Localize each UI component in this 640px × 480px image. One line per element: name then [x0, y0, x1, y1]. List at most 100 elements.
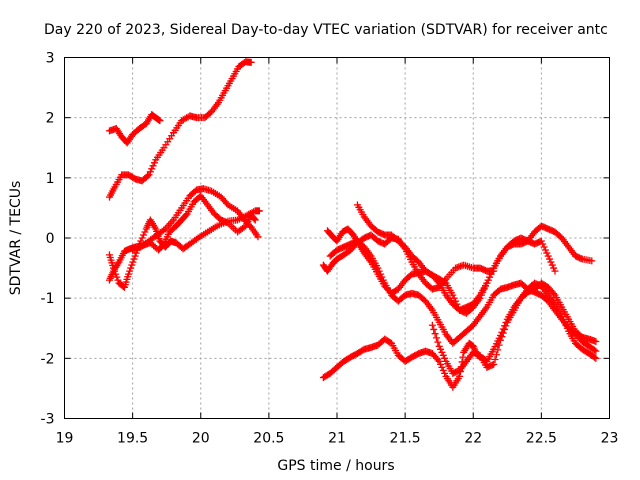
data-point-marker — [450, 294, 458, 302]
data-point-marker — [379, 276, 387, 284]
data-point-marker — [498, 333, 506, 341]
y-tick-label: 3 — [46, 51, 55, 67]
data-point-marker — [563, 324, 571, 332]
x-tick-label: 19.5 — [117, 431, 148, 447]
series-arc-b3 — [353, 201, 596, 317]
data-point-marker — [159, 241, 167, 249]
data-points — [105, 58, 600, 391]
data-point-marker — [138, 234, 146, 242]
x-axis-label: GPS time / hours — [277, 458, 394, 474]
x-tick-label: 19 — [56, 431, 74, 447]
data-point-marker — [439, 351, 447, 359]
y-axis-label: SDTVAR / TECUs — [8, 181, 24, 296]
data-point-marker — [543, 249, 551, 257]
x-tick-label: 20 — [192, 431, 210, 447]
data-point-marker — [434, 338, 442, 346]
data-point-marker — [144, 172, 152, 180]
data-point-marker — [131, 252, 139, 260]
data-point-marker — [435, 357, 443, 365]
series-arc-a5 — [129, 185, 262, 254]
data-point-marker — [438, 363, 446, 371]
data-point-marker — [251, 216, 259, 224]
data-point-marker — [454, 303, 462, 311]
data-point-marker — [150, 159, 158, 167]
data-point-marker — [537, 237, 545, 245]
data-point-marker — [591, 346, 599, 354]
data-point-marker — [437, 360, 445, 368]
data-point-marker — [431, 330, 439, 338]
y-tick-label: -1 — [41, 291, 55, 307]
x-tick-label: 21.5 — [390, 431, 421, 447]
data-point-marker — [125, 270, 133, 278]
data-point-marker — [544, 252, 552, 260]
data-point-marker — [247, 58, 255, 66]
data-point-marker — [547, 258, 555, 266]
data-point-marker — [494, 346, 502, 354]
data-point-marker — [476, 294, 484, 302]
x-tick-label: 23 — [601, 431, 619, 447]
data-point-marker — [254, 233, 262, 241]
data-point-marker — [250, 215, 258, 223]
data-point-marker — [129, 258, 137, 266]
data-point-marker — [453, 300, 461, 308]
data-point-marker — [486, 273, 494, 281]
data-point-marker — [551, 267, 559, 275]
data-point-marker — [432, 334, 440, 342]
series-arc-b6 — [428, 279, 600, 377]
data-point-marker — [550, 290, 558, 298]
data-point-marker — [130, 255, 138, 263]
series-arc-a4 — [105, 192, 259, 284]
data-point-marker — [160, 226, 168, 234]
y-tick-label: -2 — [41, 351, 55, 367]
y-tick-label: 2 — [46, 111, 55, 127]
y-tick-label: 1 — [46, 171, 55, 187]
data-point-marker — [149, 162, 157, 170]
data-point-marker — [114, 276, 122, 284]
data-point-marker — [127, 264, 135, 272]
data-point-marker — [126, 267, 134, 275]
data-point-marker — [499, 329, 507, 337]
data-point-marker — [550, 264, 558, 272]
data-point-marker — [434, 356, 442, 364]
data-point-marker — [480, 285, 488, 293]
data-point-marker — [487, 270, 495, 278]
data-point-marker — [502, 322, 510, 330]
x-tick-label: 21 — [328, 431, 346, 447]
data-point-marker — [490, 360, 498, 368]
data-point-marker — [141, 228, 149, 236]
x-tick-label: 20.5 — [253, 431, 284, 447]
series-arc-b1 — [319, 231, 498, 293]
data-point-marker — [192, 235, 200, 243]
data-point-marker — [588, 257, 596, 265]
y-tick-label: -3 — [41, 412, 55, 428]
data-point-marker — [491, 356, 499, 364]
data-point-marker — [561, 318, 569, 326]
chart-title: Day 220 of 2023, Sidereal Day-to-day VTE… — [44, 22, 608, 38]
data-point-marker — [539, 240, 547, 248]
data-point-marker — [479, 288, 487, 296]
series-arc-a1 — [105, 111, 164, 147]
data-point-marker — [592, 354, 600, 362]
series-arc-a2 — [105, 58, 255, 201]
data-point-marker — [156, 117, 164, 125]
data-point-marker — [140, 231, 148, 239]
data-point-marker — [501, 325, 509, 333]
data-point-marker — [477, 291, 485, 299]
data-point-marker — [182, 211, 190, 219]
data-point-marker — [378, 273, 386, 281]
data-point-marker — [430, 325, 438, 333]
data-point-marker — [145, 171, 153, 179]
data-point-marker — [592, 337, 600, 345]
data-point-marker — [146, 168, 154, 176]
data-point-marker — [548, 261, 556, 269]
data-point-marker — [497, 336, 504, 344]
data-point-marker — [435, 342, 443, 350]
data-point-marker — [374, 264, 382, 272]
data-point-marker — [128, 261, 136, 269]
data-point-marker — [591, 353, 599, 361]
data-point-marker — [441, 354, 449, 362]
data-point-marker — [492, 351, 500, 359]
data-point-marker — [488, 267, 496, 275]
data-point-marker — [452, 297, 460, 305]
